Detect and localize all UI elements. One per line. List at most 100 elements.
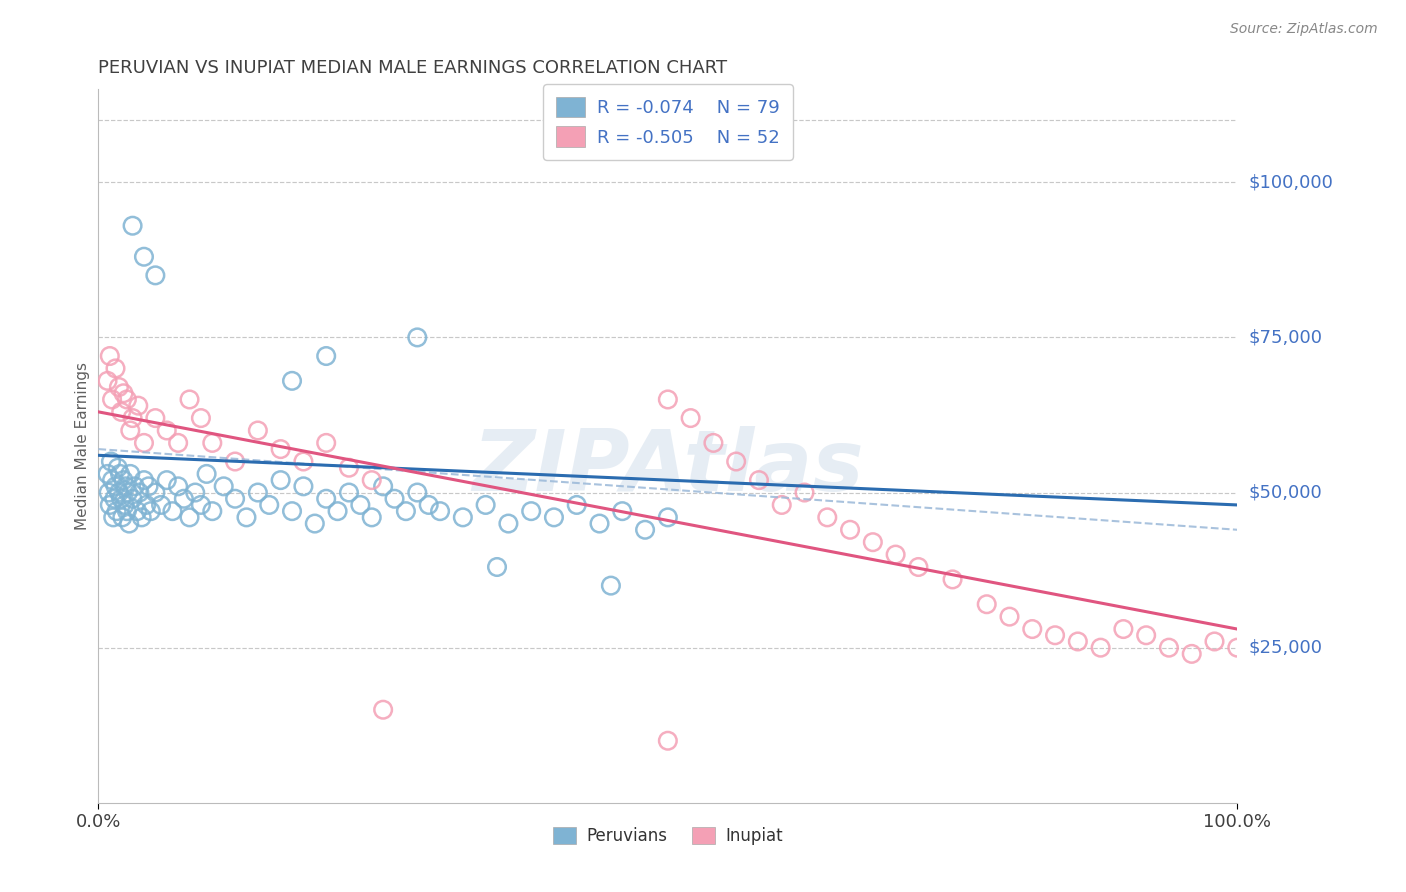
Point: [942, 573, 965, 587]
Point: [315, 491, 337, 506]
Point: [451, 510, 474, 524]
Point: [124, 479, 146, 493]
Point: [195, 467, 218, 481]
Point: [114, 498, 136, 512]
Point: [1112, 622, 1135, 636]
Point: [565, 498, 588, 512]
Point: [486, 560, 509, 574]
Point: [246, 424, 269, 438]
Point: [201, 436, 224, 450]
Point: [270, 473, 292, 487]
Point: [112, 473, 135, 487]
Text: $100,000: $100,000: [1249, 173, 1333, 191]
Point: [105, 504, 128, 518]
Point: [108, 485, 131, 500]
Point: [127, 399, 149, 413]
Point: [1067, 634, 1090, 648]
Point: [612, 504, 634, 518]
Point: [120, 467, 142, 481]
Point: [281, 504, 304, 518]
Point: [588, 516, 610, 531]
Point: [179, 392, 201, 407]
Point: [976, 597, 998, 611]
Point: [118, 516, 141, 531]
Point: [657, 733, 679, 747]
Point: [259, 498, 281, 512]
Point: [1181, 647, 1204, 661]
Point: [498, 516, 520, 531]
Point: [326, 504, 349, 518]
Point: [406, 485, 429, 500]
Point: [406, 330, 429, 344]
Point: [474, 498, 496, 512]
Point: [315, 436, 337, 450]
Point: [128, 485, 150, 500]
Point: [117, 485, 139, 500]
Point: [520, 504, 543, 518]
Point: [429, 504, 451, 518]
Point: [384, 491, 406, 506]
Point: [725, 454, 748, 468]
Point: [600, 579, 623, 593]
Point: [103, 491, 125, 506]
Point: [179, 510, 201, 524]
Point: [907, 560, 929, 574]
Point: [371, 479, 394, 493]
Point: [281, 374, 304, 388]
Point: [115, 504, 138, 518]
Text: $75,000: $75,000: [1249, 328, 1323, 346]
Point: [337, 460, 360, 475]
Point: [132, 436, 155, 450]
Point: [127, 504, 149, 518]
Point: [292, 454, 315, 468]
Point: [104, 361, 127, 376]
Point: [770, 498, 793, 512]
Point: [167, 436, 190, 450]
Point: [167, 479, 190, 493]
Point: [748, 473, 770, 487]
Point: [108, 380, 131, 394]
Point: [156, 473, 179, 487]
Text: Source: ZipAtlas.com: Source: ZipAtlas.com: [1230, 22, 1378, 37]
Point: [679, 411, 702, 425]
Point: [1043, 628, 1066, 642]
Point: [107, 460, 129, 475]
Point: [634, 523, 657, 537]
Point: [103, 510, 125, 524]
Point: [145, 485, 167, 500]
Point: [224, 454, 246, 468]
Point: [162, 504, 184, 518]
Point: [112, 386, 135, 401]
Point: [418, 498, 440, 512]
Point: [120, 424, 142, 438]
Point: [793, 485, 815, 500]
Point: [97, 485, 120, 500]
Point: [702, 436, 724, 450]
Point: [1021, 622, 1043, 636]
Point: [145, 411, 167, 425]
Point: [657, 392, 679, 407]
Point: [212, 479, 235, 493]
Point: [1135, 628, 1157, 642]
Point: [395, 504, 418, 518]
Legend: Peruvians, Inupiat: Peruvians, Inupiat: [546, 820, 790, 852]
Point: [111, 510, 134, 524]
Point: [246, 485, 269, 500]
Point: [839, 523, 862, 537]
Point: [115, 392, 138, 407]
Point: [315, 349, 337, 363]
Point: [145, 268, 167, 283]
Text: ZIPAtlas: ZIPAtlas: [472, 425, 863, 509]
Point: [132, 473, 155, 487]
Point: [657, 510, 679, 524]
Point: [884, 548, 907, 562]
Point: [815, 510, 838, 524]
Point: [235, 510, 257, 524]
Point: [360, 473, 382, 487]
Point: [101, 473, 124, 487]
Point: [862, 535, 884, 549]
Point: [104, 479, 127, 493]
Text: PERUVIAN VS INUPIAT MEDIAN MALE EARNINGS CORRELATION CHART: PERUVIAN VS INUPIAT MEDIAN MALE EARNINGS…: [98, 59, 727, 77]
Point: [101, 392, 124, 407]
Point: [184, 485, 207, 500]
